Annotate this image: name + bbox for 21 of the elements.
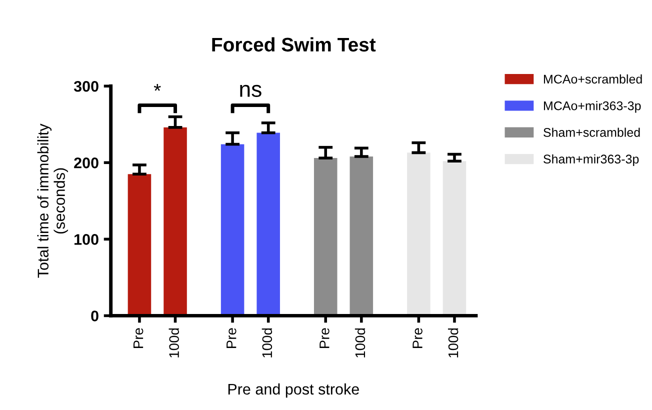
x-tick-label: 100d [354, 328, 366, 358]
y-tick-label: 100 [74, 234, 98, 245]
y-tick-label: 300 [74, 80, 98, 92]
legend-label: Sham+mir363-3p [544, 154, 639, 166]
annotation: ns [240, 84, 262, 98]
x-tick-label: Pre [134, 328, 144, 348]
x-tick-label: Pre [226, 328, 236, 348]
x-axis-title: Pre and post stroke [228, 383, 359, 398]
y-axis-title: Total time of immobility (seconds) [37, 124, 68, 278]
legend-label: MCAo+scrambled [544, 74, 642, 84]
y-tick-label: 200 [74, 158, 98, 168]
x-tick-label: 100d [448, 328, 458, 358]
x-tick-label: Pre [320, 328, 330, 348]
y-tick-label: 0 [91, 310, 98, 322]
legend-label: Sham+scrambled [544, 128, 640, 137]
annotation: * [154, 84, 161, 91]
x-tick-label: 100d [168, 328, 179, 358]
legend-label: MCAo+mir363-3p [544, 101, 641, 113]
chart-title: Forced Swim Test [212, 37, 376, 52]
x-tick-label: Pre [412, 328, 422, 348]
x-tick-label: 100d [262, 328, 272, 358]
